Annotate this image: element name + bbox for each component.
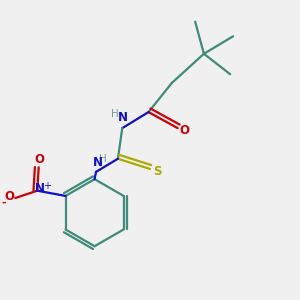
- Text: N: N: [34, 182, 45, 195]
- Text: O: O: [34, 153, 44, 166]
- Text: -: -: [2, 198, 6, 208]
- Text: O: O: [179, 124, 189, 137]
- Text: O: O: [4, 190, 14, 203]
- Text: +: +: [43, 181, 51, 191]
- Text: H: H: [99, 154, 107, 164]
- Text: H: H: [111, 109, 119, 119]
- Text: S: S: [153, 165, 161, 178]
- Text: N: N: [93, 156, 103, 169]
- Text: N: N: [118, 111, 128, 124]
